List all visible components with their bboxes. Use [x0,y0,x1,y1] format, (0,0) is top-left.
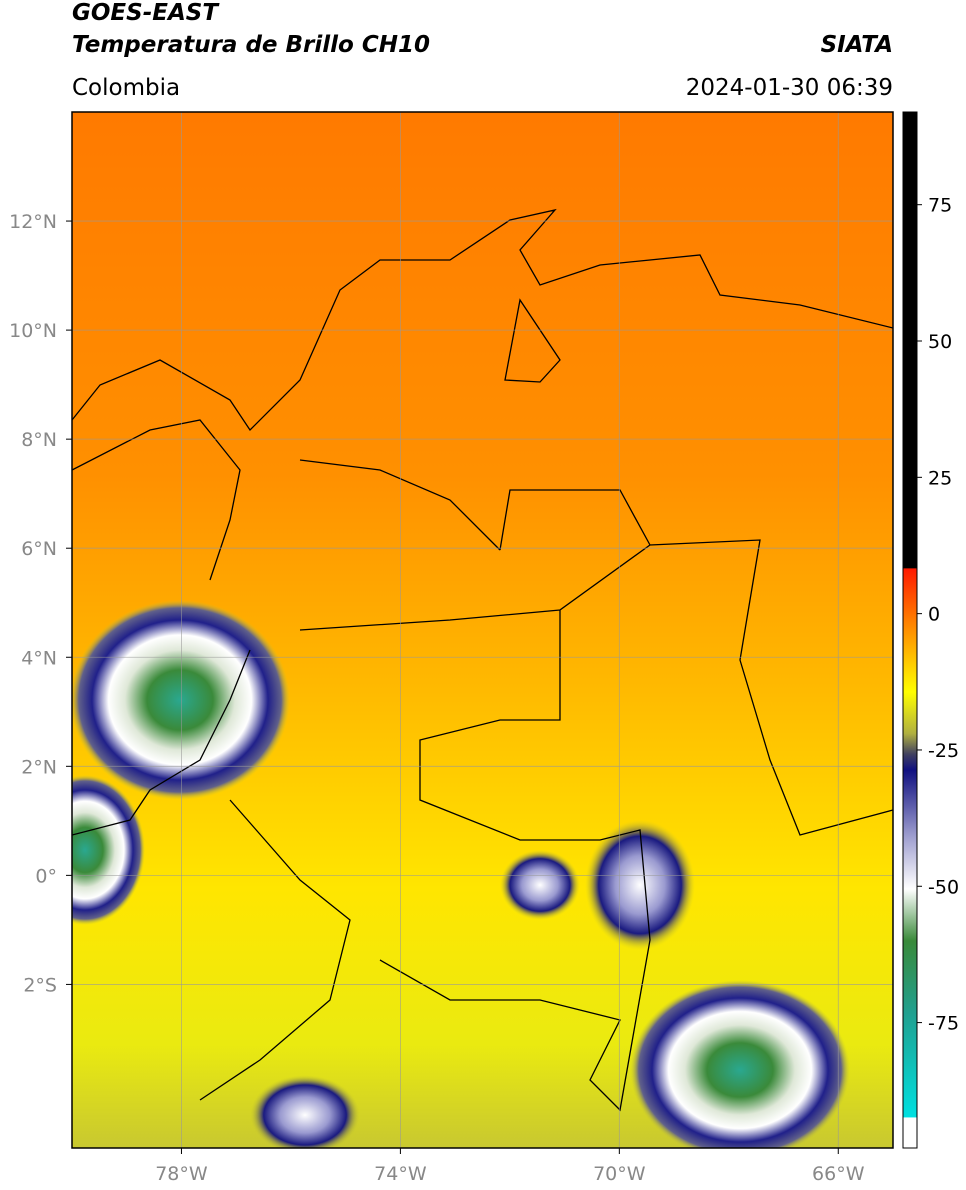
title: GOES-EAST [72,0,220,26]
colorbar-tick-label: 50 [928,331,952,353]
cloud [585,820,695,950]
source: SIATA [821,32,893,58]
x-tick-label: 66°W [812,1163,865,1185]
y-tick-label: 2°N [21,756,57,778]
datetime: 2024-01-30 06:39 [686,75,893,101]
x-tick-label: 78°W [155,1163,208,1185]
map-frame [71,111,894,1149]
grid [72,112,893,1148]
cloud [72,600,290,800]
y-tick-label: 8°N [21,429,57,451]
cloud [500,850,580,920]
colorbar-tick-label: 75 [928,195,952,217]
borders [72,208,893,1112]
y-tick-label: 12°N [9,211,57,233]
colorbar-tick-label: -75 [928,1013,959,1035]
y-tick-label: 4°N [21,647,57,669]
subtitle: Temperatura de Brillo CH10 [72,32,430,58]
y-tick-label: 0° [35,865,57,887]
cloud [72,775,145,925]
region: Colombia [72,75,180,101]
colorbar [902,111,918,1149]
colorbar-tick-label: 0 [928,604,940,626]
y-tick-label: 2°S [23,974,57,996]
colorbar-tick-label: 25 [928,467,952,489]
x-tick-label: 74°W [374,1163,427,1185]
colorbar-tick-label: -50 [928,876,959,898]
x-tick-label: 70°W [593,1163,646,1185]
cloud [250,1075,360,1148]
y-tick-label: 10°N [9,320,57,342]
colorbar-tick-label: -25 [928,740,959,762]
map-image [72,112,893,1148]
cloud [630,980,850,1148]
y-tick-label: 6°N [21,538,57,560]
